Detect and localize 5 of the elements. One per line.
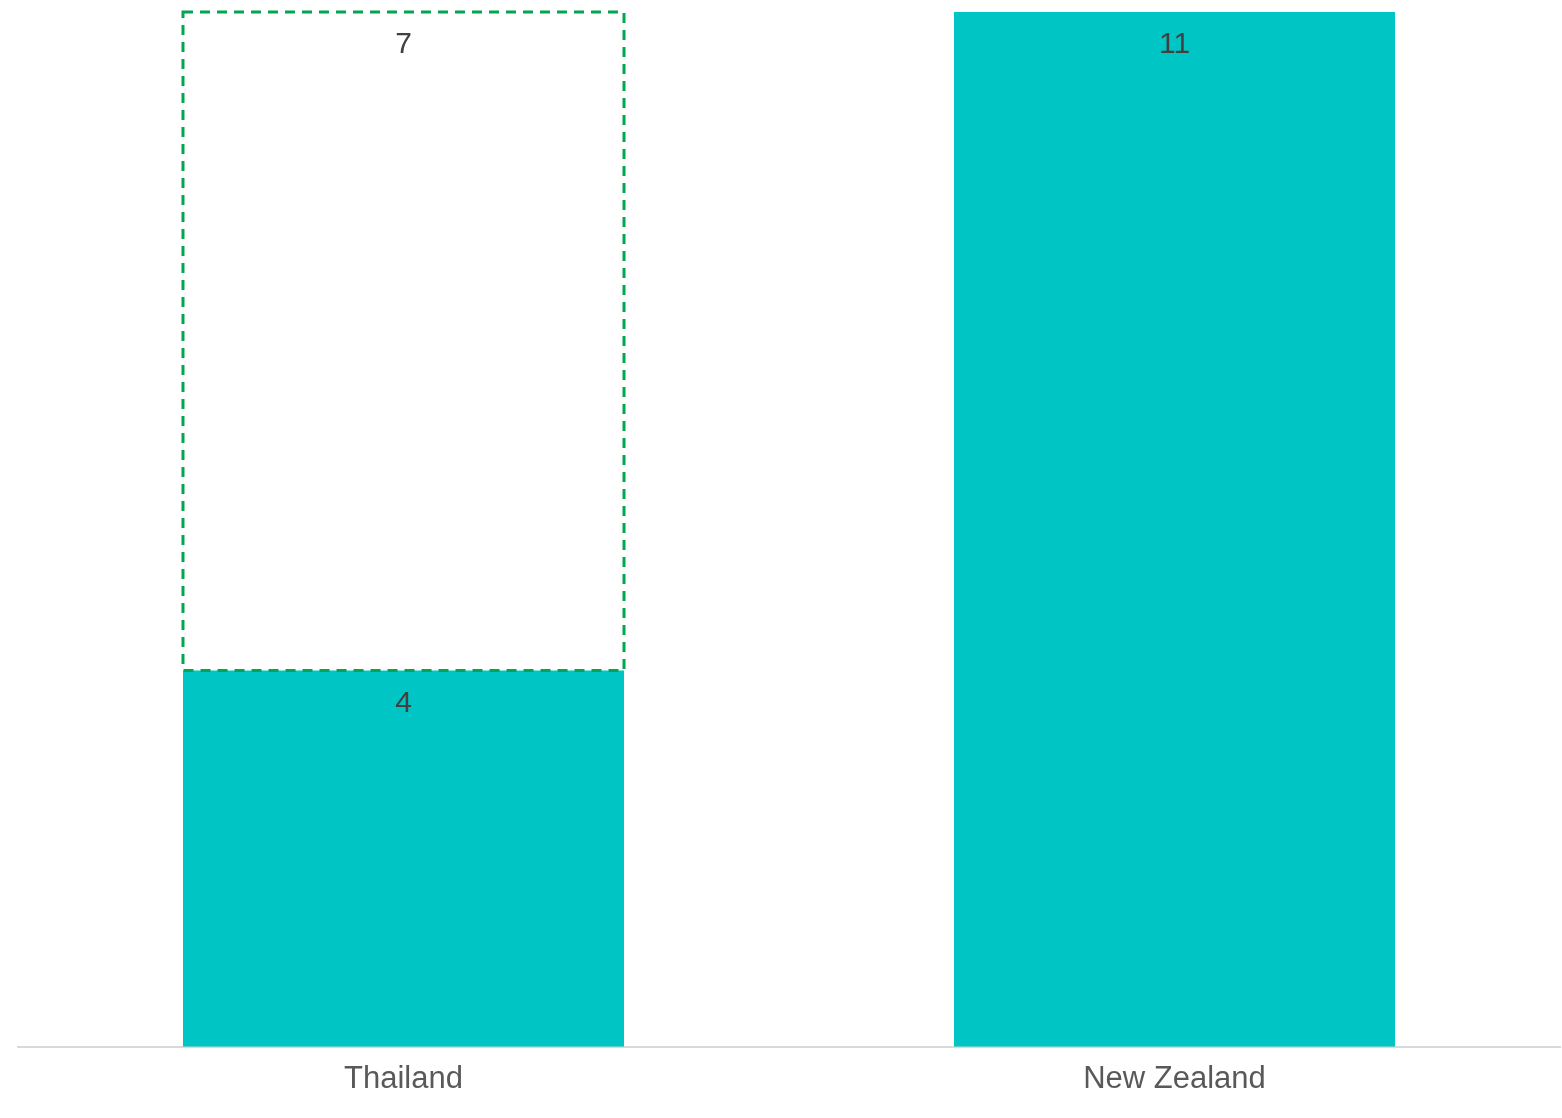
data-label: 4 bbox=[395, 684, 412, 718]
x-tick-label: New Zealand bbox=[1083, 1059, 1266, 1095]
data-label: 11 bbox=[1158, 26, 1191, 60]
data-label: 7 bbox=[395, 26, 412, 60]
x-tick-label: Thailand bbox=[344, 1059, 463, 1095]
